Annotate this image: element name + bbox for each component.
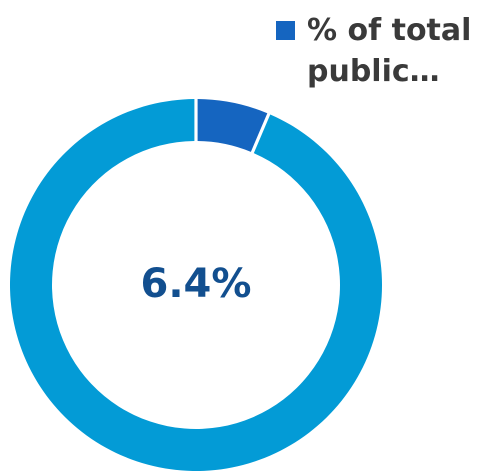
legend-swatch [276,21,295,40]
slice-group [9,99,382,471]
legend-label-line-1: % of total [307,13,472,48]
legend-label-line-2: public… [307,54,440,89]
legend-label: % of total public… [307,10,482,92]
donut-slice-0 [197,99,268,152]
center-value-label: 6.4% [141,261,252,307]
